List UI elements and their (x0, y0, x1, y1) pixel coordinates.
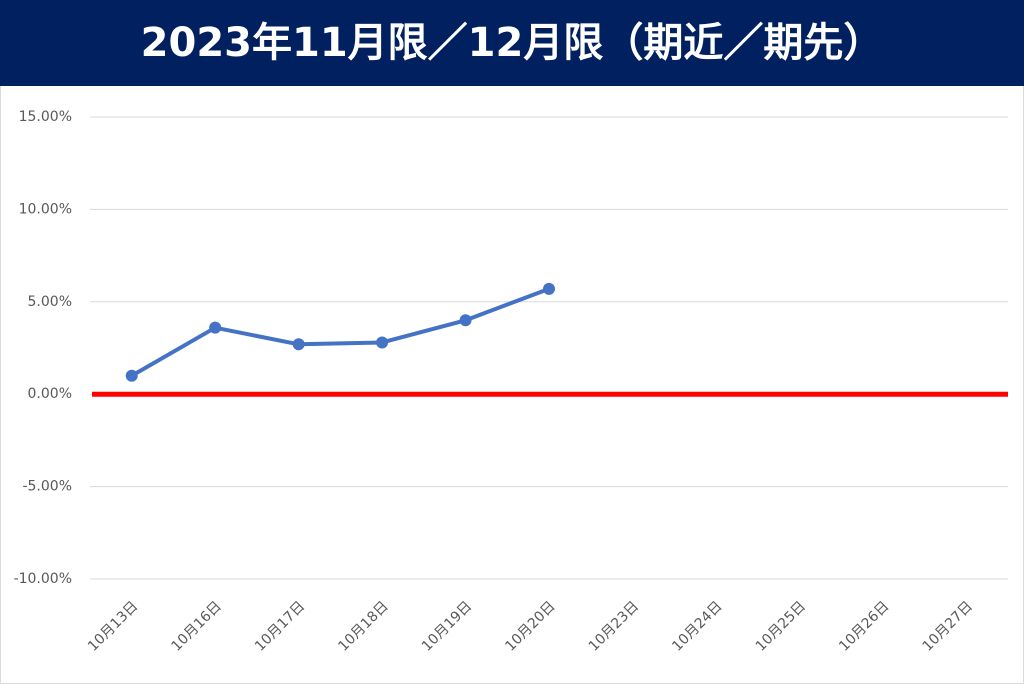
chart-title: 2023年11月限／12月限（期近／期先） (141, 20, 884, 66)
point (292, 338, 305, 351)
y-tick-label: 10.00% (19, 201, 72, 217)
y-tick-label: 5.00% (28, 294, 72, 310)
point (543, 282, 555, 295)
y-tick-label: -10.00% (14, 571, 72, 587)
y-tick-label: 0.00% (28, 386, 72, 402)
title-banner (0, 0, 1024, 86)
point (125, 369, 138, 382)
y-tick-label: -5.00% (22, 479, 72, 495)
series-line (130, 286, 550, 378)
point (459, 314, 472, 327)
y-tick-label: 15.00% (19, 109, 72, 125)
point (376, 336, 389, 349)
point (209, 321, 222, 334)
